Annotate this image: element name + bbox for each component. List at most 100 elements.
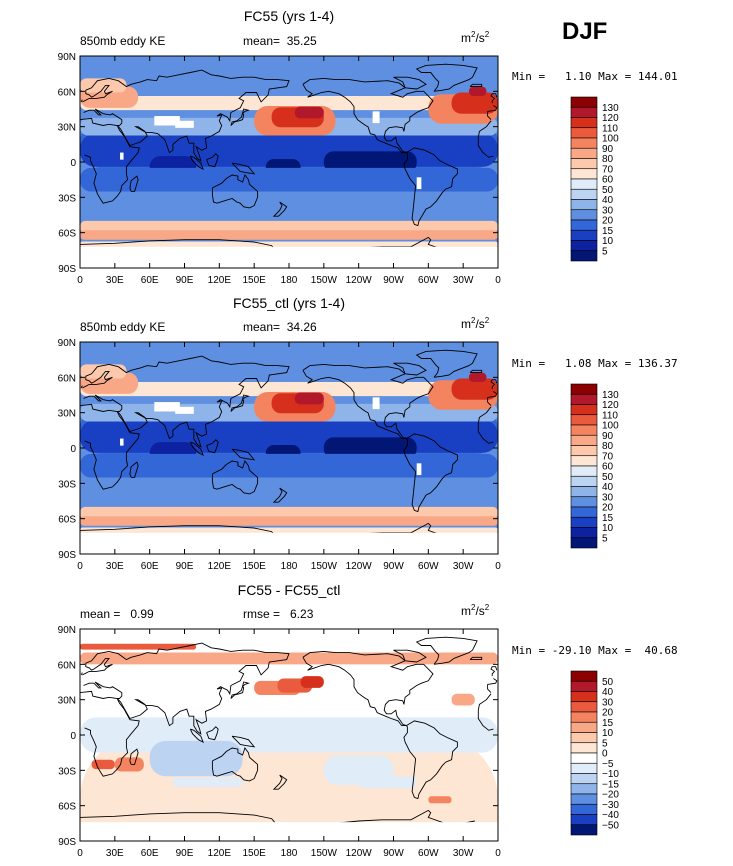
coastline-africa	[80, 117, 140, 204]
coastline-africa	[80, 403, 140, 490]
field-contour-region	[358, 776, 417, 788]
lon-tick-label: 180	[281, 848, 298, 859]
units-label: m2/s2	[461, 316, 490, 331]
colorbar-swatch	[570, 732, 598, 744]
lon-tick-label: 90W	[383, 848, 404, 859]
lat-tick-label: 90N	[58, 52, 76, 63]
colorbar-swatch	[570, 537, 598, 549]
field-contour-region	[172, 777, 243, 787]
lat-tick-label: 0	[70, 731, 76, 742]
lat-tick-label: 0	[70, 444, 76, 455]
panel-title: FC55 - FC55_ctl	[237, 582, 341, 598]
colorbar-swatch	[570, 670, 598, 682]
lon-tick-label: 150W	[311, 561, 338, 572]
coastline-newGuinea	[231, 448, 256, 461]
lon-tick-label: 30E	[106, 561, 124, 572]
lat-tick-label: 0	[70, 158, 76, 169]
colorbar-swatch	[570, 445, 598, 457]
colorbar-swatch	[570, 527, 598, 539]
coastline-greenland	[415, 636, 478, 665]
colorbar-swatch	[570, 701, 598, 713]
colorbar-label: 130	[602, 103, 619, 114]
colorbar-swatch	[570, 824, 598, 836]
min-max-label: Min = -29.10 Max = 40.68	[512, 644, 678, 657]
colorbar-swatch	[570, 414, 598, 426]
coastline-greenland	[415, 349, 478, 378]
lon-tick-label: 60E	[141, 848, 159, 859]
lon-tick-label: 0	[77, 275, 83, 286]
field-contour-region	[254, 106, 336, 136]
coastline-eurasia	[487, 678, 498, 685]
min-max-label: Min = 1.10 Max = 144.01	[512, 70, 678, 83]
field-contour-region	[149, 740, 243, 777]
coastline-baffin	[393, 649, 427, 663]
colorbar-label: 15	[602, 718, 614, 729]
field-contour-region	[80, 516, 498, 526]
colorbar-label: 100	[602, 134, 619, 145]
colorbar-swatch	[570, 711, 598, 723]
colorbar-swatch	[570, 773, 598, 785]
coastline-uk	[80, 99, 83, 103]
colorbar-swatch	[570, 158, 598, 170]
colorbar-label: −15	[602, 779, 619, 790]
colorbar-swatch	[570, 219, 598, 231]
coastline-greenland	[415, 63, 478, 92]
colorbar-swatch	[570, 424, 598, 436]
coastline-newZealand	[272, 201, 288, 217]
colorbar-label: 0	[602, 749, 608, 760]
colorbar-swatch	[570, 188, 598, 200]
field-contour-region	[451, 92, 498, 114]
coastline-baffin	[393, 76, 427, 90]
field-contour-region	[80, 419, 498, 453]
field-contour-region	[323, 755, 394, 786]
panel-left-label: 850mb eddy KE	[80, 34, 166, 48]
coastline-uk	[490, 379, 498, 390]
lon-tick-label: 150E	[242, 848, 266, 859]
colorbar-swatch	[570, 793, 598, 805]
colorbar-label: −10	[602, 769, 619, 780]
coastline-eurasia	[487, 391, 498, 398]
coastline-uk	[490, 93, 498, 104]
field-contour-region	[323, 437, 417, 459]
colorbar-label: 50	[602, 472, 614, 483]
field-contour-region	[80, 78, 127, 93]
field-contour-region	[323, 151, 417, 173]
coastline-eurasia	[487, 105, 498, 112]
colorbar-swatch	[570, 199, 598, 211]
lat-tick-label: 90S	[58, 264, 76, 275]
units-label: m2/s2	[461, 30, 490, 45]
colorbar-swatch	[570, 106, 598, 118]
colorbar-label: −30	[602, 800, 619, 811]
field-contour-region	[80, 406, 498, 454]
colorbar-swatch	[570, 137, 598, 149]
colorbar-swatch	[570, 404, 598, 416]
colorbar-swatch	[570, 721, 598, 733]
lon-tick-label: 120W	[346, 848, 373, 859]
field-contour-region	[294, 106, 324, 119]
panel-left-label: 850mb eddy KE	[80, 320, 166, 334]
field-contour-region	[80, 652, 498, 665]
coastline-iceland	[469, 656, 483, 661]
lat-tick-label: 90S	[58, 837, 76, 848]
field-contour-region	[428, 380, 498, 410]
colorbar-swatch	[570, 96, 598, 108]
min-max-label: Min = 1.08 Max = 136.37	[512, 357, 678, 370]
lon-tick-label: 120E	[208, 561, 232, 572]
lon-tick-label: 60W	[418, 561, 439, 572]
coastline-antarctica	[288, 522, 475, 541]
panel-center-label: rmse = 6.23	[243, 607, 314, 621]
colorbar-swatch	[570, 803, 598, 815]
coastline-africa	[477, 423, 494, 444]
colorbar-swatch	[570, 147, 598, 159]
colorbar-label: 5	[602, 533, 608, 544]
lat-tick-label: 30S	[58, 479, 76, 490]
coastline-newZealand	[272, 487, 288, 503]
field-contour-region	[80, 364, 127, 379]
coastline-uk	[490, 666, 498, 677]
colorbar-swatch	[570, 486, 598, 498]
coastline-borneo	[206, 439, 219, 454]
lon-tick-label: 30E	[106, 848, 124, 859]
colorbar-label: 80	[602, 154, 614, 165]
lon-tick-label: 150E	[242, 275, 266, 286]
